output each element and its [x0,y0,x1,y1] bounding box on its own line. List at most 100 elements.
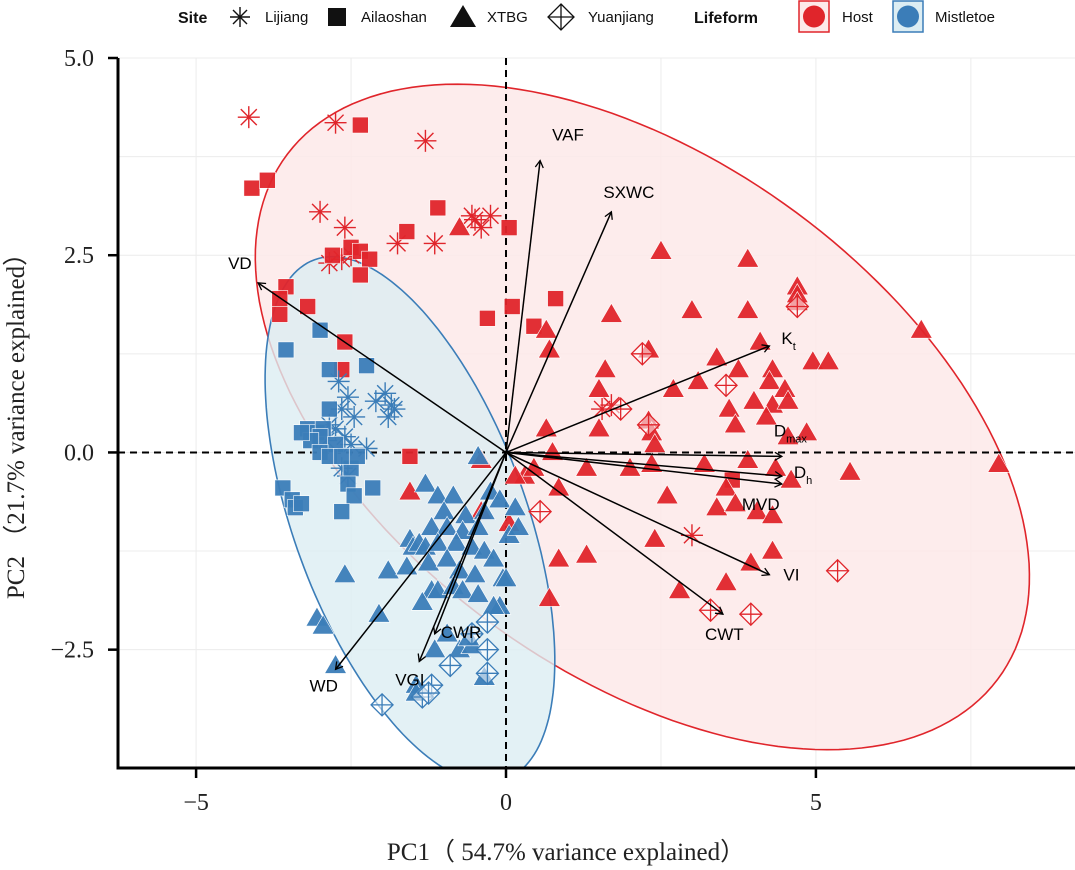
point-square [352,266,369,284]
point-triangle [643,432,667,453]
point-triangle [736,247,760,268]
mistletoe-circle-icon [897,5,919,28]
point-triangle [435,622,459,643]
point-asterisk [364,390,387,413]
asterisk-center [340,257,344,261]
loading-wd: WD [310,451,507,695]
point-triangle [714,476,738,497]
point-square [401,448,419,465]
loading-subscript: max [786,433,807,445]
point-square [243,179,261,197]
point-square [324,246,341,264]
point-triangle [503,464,527,485]
point-triangle [705,346,729,367]
asterisk-center [383,391,387,395]
point-triangle [757,369,781,390]
asterisk-center [333,121,338,125]
point-square [348,448,366,465]
loading-arrow [505,451,784,481]
point-square [479,310,496,327]
point-triangle [761,503,785,524]
point-triangle [444,531,468,552]
asterisk-center [346,395,350,399]
y-axis-title: PC2 （21.7% variance explained） [2,241,30,599]
asterisk-center [343,226,347,230]
loading-sxwc: SXWC [505,183,654,453]
point-triangle [593,358,617,378]
series-mistletoe-xtbg [305,444,530,702]
point-triangle [640,452,664,473]
series-mistletoe-ailaoshan [274,321,382,520]
legend-label-lijiang: Lijiang [265,9,308,26]
point-triangle [447,216,472,236]
point-triangle [488,488,512,509]
point-triangle [451,578,475,599]
legend-site-xtbg: XTBG [450,5,528,27]
point-asterisk [333,216,356,239]
point-triangle [736,448,760,469]
point-triangle [435,515,459,536]
point-asterisk [377,405,400,428]
asterisk-center [247,115,251,119]
point-square [321,400,338,418]
loading-label: CWT [705,625,744,644]
reference-lines [118,58,1075,768]
point-triangle [761,539,785,560]
point-square [352,116,369,134]
loading-label: SXWC [603,183,654,202]
point-triangle [723,413,747,434]
point-triangle [454,503,478,524]
point-triangle [410,590,434,611]
point-triangle [333,563,357,584]
point-triangle [705,496,729,516]
point-triangle [909,318,933,339]
point-triangle [460,535,484,556]
loading-mvd: MVD [505,451,784,514]
asterisk-center [433,241,437,245]
point-square [277,341,295,359]
loading-arrow [505,451,771,577]
point-square [293,424,310,442]
point-triangle [432,500,456,520]
point-diamond-plus [475,637,500,662]
point-square [398,223,416,240]
point-triangle [367,602,391,623]
point-diamond-plus [714,373,738,398]
point-diamond-plus [636,412,661,437]
point-triangle [643,527,667,548]
point-triangle [801,350,825,371]
point-triangle [779,468,803,489]
point-diamond-plus [438,653,463,678]
legend-site-title: Site [178,10,207,27]
asterisk-center [488,214,493,218]
asterisk-center [352,415,356,419]
point-triangle [717,397,741,418]
asterisk-center [386,415,390,419]
point-triangle [739,551,763,572]
asterisk-center [349,442,353,447]
point-asterisk [327,370,350,393]
point-triangle [482,547,506,568]
loading-vi: VI [505,451,799,585]
point-diamond-plus [475,661,500,686]
legend-site-ailaoshan: Ailaoshan [328,8,427,26]
asterisk-center [340,466,344,470]
series-host-xtbg [398,216,1011,607]
legend-lifeform-host: Host [798,0,874,33]
y-tick-label: −2.5 [50,638,94,664]
x-tick-label: 0 [500,790,512,816]
point-triangle [714,571,738,591]
point-triangle [587,377,611,398]
point-square [345,487,363,505]
legend-label-mistletoe: Mistletoe [935,9,995,26]
point-triangle [987,452,1011,473]
legend-label-yuanjiang: Yuanjiang [588,9,654,26]
point-square [293,495,310,513]
legend-site-lijiang: Lijiang [230,7,308,27]
loading-label: MVD [742,495,780,514]
point-triangle [736,298,760,319]
point-triangle [472,500,496,520]
point-triangle [599,302,623,323]
point-square [259,171,276,189]
